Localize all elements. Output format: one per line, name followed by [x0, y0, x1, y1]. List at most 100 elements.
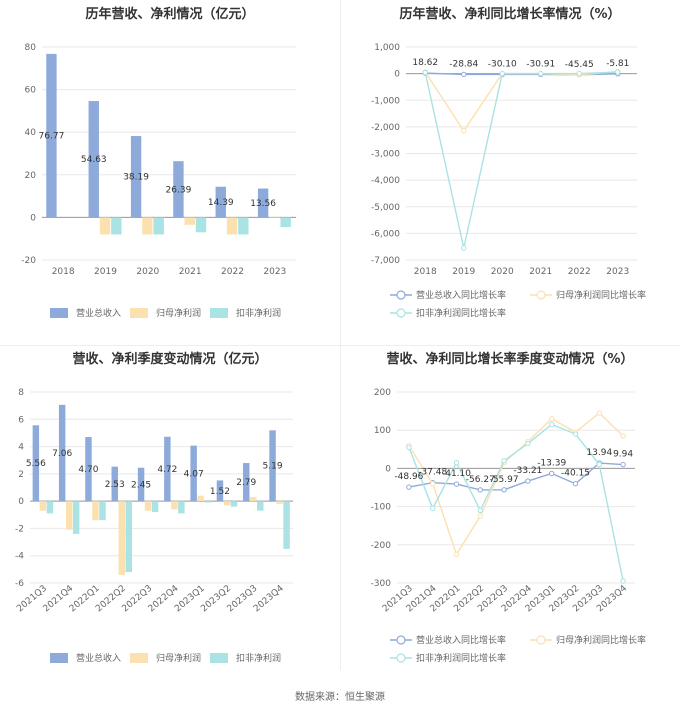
bar-扣非净利润 — [195, 217, 207, 233]
bar-归母净利润 — [144, 501, 152, 511]
series-point-扣非净利润同比增长率 — [477, 507, 484, 514]
series-point-营业总收入同比增长率 — [453, 481, 460, 487]
bar-归母净利润 — [223, 501, 231, 506]
y-tick-label: -2 — [15, 524, 24, 534]
x-tick-label: 2022 — [568, 267, 591, 277]
bar-扣非净利润 — [204, 501, 211, 503]
bar-营业总收入 — [190, 445, 197, 502]
data-label: -30.91 — [526, 59, 555, 69]
chart-annual-growth-rate: 历年营收、净利同比增长率情况（%） -7,000 -6,000 -5,000 -4,00… — [340, 0, 680, 345]
data-label: -56.27 — [466, 475, 495, 485]
chart-quarterly-growth-rate-svg: 营收、净利同比增长率季度变动情况（%）-300-200-100010020020… — [371, 351, 646, 664]
y-tick-label: 0 — [385, 464, 391, 474]
series-line-归母净利润同比增长率 — [424, 70, 618, 133]
y-tick-label: -1,000 — [371, 96, 400, 106]
bar-归母净利润 — [171, 501, 178, 510]
series-point-扣非净利润同比增长率 — [422, 69, 428, 76]
data-label: -37.48 — [418, 468, 447, 478]
data-label: 2.45 — [131, 480, 151, 490]
legend-label: 营业总收入同比增长率 — [416, 634, 506, 646]
y-tick-label: 60 — [25, 86, 37, 96]
y-tick-label: 20 — [25, 171, 37, 181]
x-tick-label: 2023 — [263, 267, 286, 277]
chart-title: 历年营收、净利情况（亿元） — [85, 6, 254, 22]
legend-marker-营业总收入同比增长率 — [396, 635, 406, 645]
legend-label: 扣非净利润 — [236, 307, 281, 319]
y-tick-label: -3,000 — [371, 150, 400, 160]
bar-营业总收入 — [111, 466, 118, 502]
chart-title: 历年营收、净利同比增长率情况（%） — [399, 6, 620, 22]
data-label: 14.39 — [208, 198, 234, 208]
chart-annual-growth-rate-svg: 历年营收、净利同比增长率情况（%） -7,000 -6,000 -5,000 -4,00… — [371, 6, 646, 319]
data-label: -55.97 — [490, 475, 519, 485]
chart-quarterly-revenue-profit: 营收、净利季度变动情况（亿元） -6 -4 -2 0 2 4 6 8 2021Q3 2021Q4 20… — [0, 345, 340, 690]
series-point-归母净利润同比增长率 — [596, 410, 602, 416]
series-point-归母净利润同比增长率 — [430, 480, 436, 487]
bar-扣非净利润 — [153, 217, 164, 235]
series-point-营业总收入同比增长率 — [572, 481, 579, 487]
data-label: -28.84 — [449, 59, 478, 69]
bar-扣非净利润 — [280, 217, 291, 227]
series-point-营业总收入同比增长率 — [549, 470, 555, 477]
series-point-扣非净利润同比增长率 — [501, 458, 507, 464]
legend-label: 归母净利润 — [156, 307, 201, 319]
data-label: 9.94 — [613, 450, 633, 460]
legend-swatch-营业总收入 — [50, 308, 68, 318]
bar-归母净利润 — [276, 501, 283, 504]
bar-归母净利润 — [99, 217, 111, 235]
y-tick-label: -100 — [371, 503, 392, 513]
series-point-归母净利润同比增长率 — [549, 416, 555, 422]
legend-label: 扣非净利润 — [236, 652, 281, 664]
series-line-扣非净利润同比增长率 — [408, 423, 624, 582]
data-label: -30.10 — [488, 59, 517, 69]
data-label: 7.06 — [52, 449, 72, 459]
y-tick-label: 0 — [394, 70, 400, 80]
bar-营业总收入 — [32, 425, 40, 502]
x-tick-label: 2019 — [94, 267, 117, 277]
bar-扣非净利润 — [46, 501, 54, 514]
y-tick-label: 6 — [18, 415, 24, 425]
bar-归母净利润 — [269, 217, 280, 219]
bar-归母净利润 — [226, 217, 238, 235]
bar-营业总收入 — [46, 53, 57, 218]
x-tick-label: 2022 — [221, 267, 244, 277]
series-line-营业总收入同比增长率 — [408, 462, 624, 491]
legend-marker-扣非净利润同比增长率 — [396, 653, 406, 663]
bar-归母净利润 — [118, 501, 125, 575]
bar-扣非净利润 — [151, 501, 159, 513]
chart-quarterly-growth-rate: 营收、净利同比增长率季度变动情况（%） -300 -200 -100 0 100 200 20… — [340, 345, 680, 690]
data-label: 5.56 — [26, 459, 46, 469]
legend-label: 扣非净利润同比增长率 — [416, 652, 506, 664]
bar-扣非净利润 — [99, 501, 106, 521]
series-point-扣非净利润同比增长率 — [620, 578, 626, 584]
series-point-归母净利润同比增长率 — [453, 551, 460, 558]
bar-归母净利润 — [92, 501, 99, 521]
legend-label: 营业总收入 — [76, 307, 121, 319]
series-point-扣非净利润同比增长率 — [576, 70, 582, 77]
bar-扣非净利润 — [257, 501, 264, 511]
y-tick-label: -4,000 — [371, 176, 400, 186]
data-label: -40.15 — [561, 469, 590, 479]
legend-swatch-营业总收入 — [50, 653, 68, 663]
y-tick-label: 80 — [25, 43, 37, 53]
legend-swatch-扣非净利润 — [210, 308, 228, 318]
data-label: -5.81 — [606, 59, 629, 69]
data-label: 2.79 — [236, 478, 256, 488]
data-label: 76.77 — [39, 132, 65, 142]
series-point-扣非净利润同比增长率 — [549, 421, 555, 428]
x-tick-label: 2020 — [491, 267, 514, 277]
y-tick-label: 1,000 — [374, 43, 400, 53]
series-point-扣非净利润同比增长率 — [430, 505, 436, 512]
legend-marker-扣非净利润同比增长率 — [396, 308, 406, 318]
chart-title: 营收、净利季度变动情况（亿元） — [72, 351, 267, 367]
series-point-归母净利润同比增长率 — [461, 128, 467, 134]
series-point-扣非净利润同比增长率 — [461, 245, 467, 251]
bar-营业总收入 — [137, 467, 145, 502]
y-tick-label: -4 — [15, 552, 24, 562]
legend-label: 归母净利润同比增长率 — [556, 289, 646, 301]
legend-marker-营业总收入同比增长率 — [396, 290, 406, 300]
x-tick-label: 2018 — [52, 267, 75, 277]
x-tick-label: 2020 — [136, 267, 159, 277]
legend-swatch-归母净利润 — [130, 653, 148, 663]
series-point-营业总收入同比增长率 — [525, 478, 531, 484]
